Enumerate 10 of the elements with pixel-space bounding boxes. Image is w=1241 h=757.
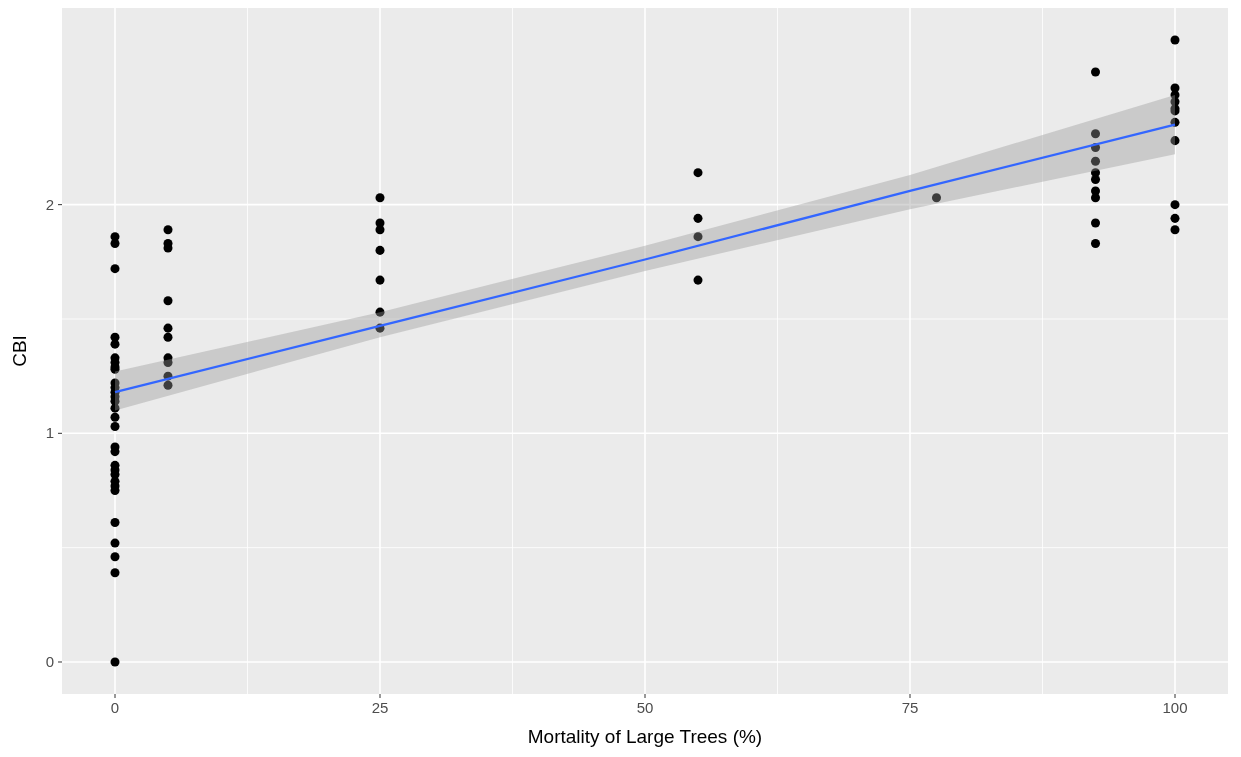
y-tick-label: 1 [45,424,54,442]
x-tick-label: 25 [371,699,389,716]
x-tick-label: 0 [110,699,120,716]
y-axis-title: CBI [9,335,30,367]
y-tick-label: 0 [45,652,54,670]
x-tick-label: 50 [636,699,654,716]
x-axis-title: Mortality of Large Trees (%) [527,726,763,747]
y-tick-label: 2 [45,195,54,213]
x-tick-label: 100 [1162,699,1188,716]
x-tick-label: 75 [901,699,919,716]
